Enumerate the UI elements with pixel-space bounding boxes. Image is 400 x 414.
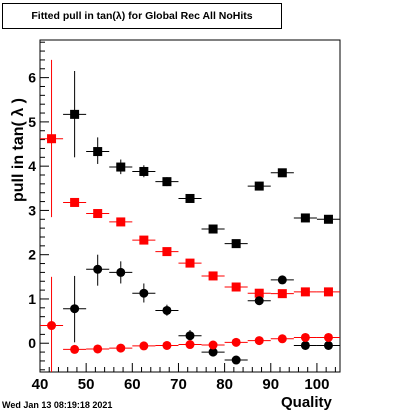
- data-point-circle: [47, 321, 57, 331]
- data-point-square: [323, 214, 333, 224]
- data-point-circle: [139, 288, 149, 298]
- data-point-circle: [185, 340, 195, 350]
- y-axis-label: pull in tan( λ ): [10, 98, 27, 202]
- data-point-square: [70, 109, 80, 119]
- data-point-square: [300, 287, 310, 297]
- data-point-circle: [162, 340, 172, 350]
- data-point-circle: [231, 355, 241, 365]
- data-point-circle: [231, 337, 241, 347]
- data-point-circle: [70, 304, 80, 314]
- x-tick-label: 90: [262, 376, 279, 393]
- data-point-square: [208, 224, 218, 234]
- x-tick-label: 80: [216, 376, 233, 393]
- data-point-square: [300, 213, 310, 223]
- data-point-circle: [70, 344, 80, 354]
- x-tick-label: 70: [170, 376, 187, 393]
- x-tick-label: 40: [32, 376, 49, 393]
- data-point-square: [185, 258, 195, 268]
- y-tick-label: 5: [28, 114, 36, 130]
- data-point-square: [277, 168, 287, 178]
- y-tick-label: 4: [28, 158, 36, 174]
- data-point-square: [323, 287, 333, 297]
- y-tick-label: 1: [28, 291, 36, 307]
- x-tick-label: 50: [78, 376, 95, 393]
- data-point-circle: [300, 332, 310, 342]
- plot-frame: [39, 39, 341, 373]
- data-point-square: [254, 288, 264, 298]
- data-point-circle: [93, 264, 103, 274]
- x-axis-label: Quality: [281, 394, 332, 411]
- data-point-circle: [254, 296, 264, 306]
- data-point-circle: [116, 267, 126, 277]
- data-point-square: [139, 166, 149, 176]
- y-tick-label: 0: [28, 335, 36, 351]
- chart-title: Fitted pull in tan(λ) for Global Rec All…: [31, 10, 253, 22]
- data-marks: [40, 59, 340, 372]
- data-point-circle: [208, 347, 218, 357]
- timestamp: Wed Jan 13 08:19:18 2021: [2, 400, 113, 410]
- data-point-square: [254, 181, 264, 191]
- data-point-square: [70, 197, 80, 207]
- data-point-circle: [277, 275, 287, 285]
- y-tick-label: 2: [28, 247, 36, 263]
- data-point-square: [116, 162, 126, 172]
- data-point-circle: [185, 331, 195, 341]
- data-point-square: [231, 239, 241, 249]
- x-tick-label: 60: [124, 376, 141, 393]
- data-point-circle: [208, 340, 218, 350]
- data-point-square: [139, 235, 149, 245]
- data-point-square: [277, 289, 287, 299]
- data-point-circle: [116, 343, 126, 353]
- data-point-circle: [254, 336, 264, 346]
- data-point-circle: [162, 305, 172, 315]
- data-point-circle: [139, 341, 149, 351]
- data-point-square: [116, 217, 126, 227]
- data-point-circle: [300, 340, 310, 350]
- data-point-square: [162, 247, 172, 257]
- data-point-circle: [323, 340, 333, 350]
- data-point-square: [185, 193, 195, 203]
- data-point-circle: [277, 334, 287, 344]
- chart-title-box: Fitted pull in tan(λ) for Global Rec All…: [2, 3, 282, 29]
- axis-ticks: 40 50 60 70 80 90 100 0 1 2 3 4 5 6: [28, 41, 336, 393]
- data-point-square: [47, 134, 57, 144]
- data-point-square: [93, 209, 103, 219]
- data-point-square: [208, 271, 218, 281]
- data-point-circle: [323, 332, 333, 342]
- data-point-circle: [93, 344, 103, 354]
- data-point-square: [231, 282, 241, 292]
- y-tick-label: 3: [28, 202, 36, 218]
- data-point-square: [93, 147, 103, 157]
- y-tick-label: 6: [28, 70, 36, 86]
- data-point-square: [162, 177, 172, 187]
- x-tick-label: 100: [304, 376, 329, 393]
